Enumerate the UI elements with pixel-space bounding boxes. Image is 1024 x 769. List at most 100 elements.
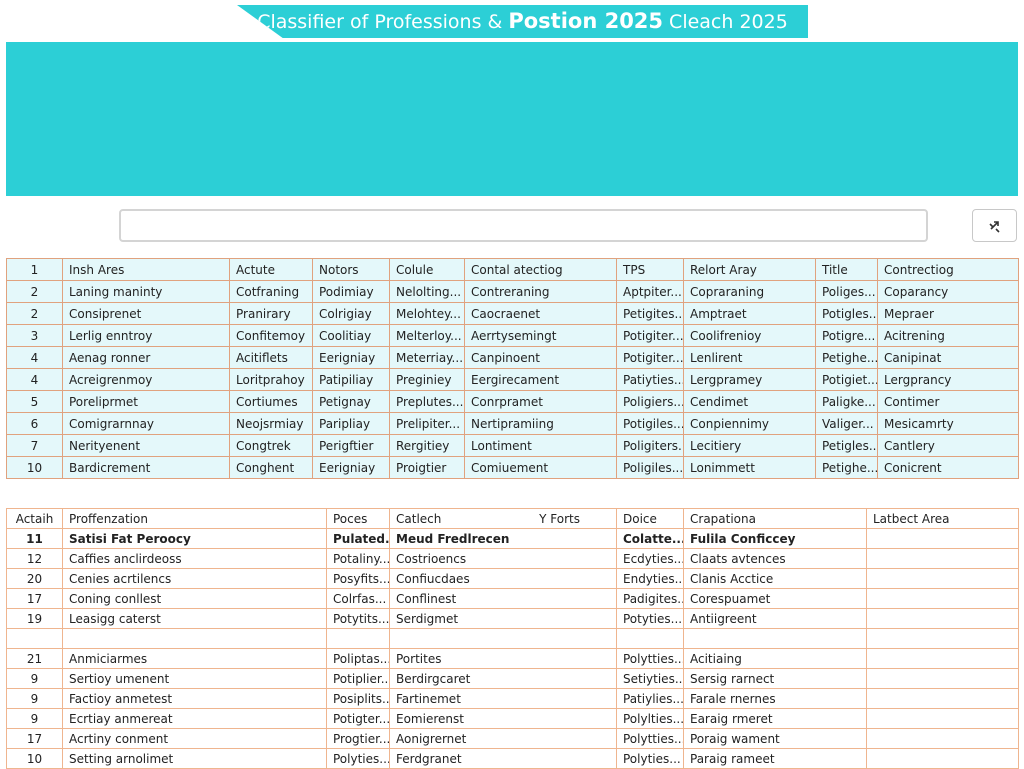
table-cell: Canpinoent bbox=[464, 346, 617, 369]
table-cell: Aptpiter... bbox=[616, 280, 684, 303]
table-row: 1 Insh Ares Actute Notors Colule Contal atect… bbox=[6, 258, 1019, 281]
table-cell: Progtier... bbox=[326, 728, 390, 749]
table-cell: Potigles... bbox=[815, 302, 878, 325]
table-cell bbox=[62, 628, 327, 649]
table-cell: Melterloy... bbox=[389, 324, 465, 347]
table-cell: Conghent bbox=[229, 456, 313, 479]
table-cell: Contimer bbox=[877, 390, 1019, 413]
table-cell bbox=[866, 728, 1019, 749]
table-cell: Colule bbox=[389, 258, 465, 281]
table-cell bbox=[866, 668, 1019, 689]
table-cell: Congtrek bbox=[229, 434, 313, 457]
table-cell: Latbect Area bbox=[866, 508, 1019, 529]
table-cell: Comigrarnnay bbox=[62, 412, 230, 435]
table-cell: Conpiennimy bbox=[683, 412, 816, 435]
table-cell: Loritprahoy bbox=[229, 368, 313, 391]
table-top: 1 Insh Ares Actute Notors Colule Contal atect… bbox=[6, 258, 1019, 479]
table-cell: Preginiey bbox=[389, 368, 465, 391]
table-cell: Rergitiey bbox=[389, 434, 465, 457]
table-cell: 1 bbox=[6, 258, 63, 281]
table-cell: 3 bbox=[6, 324, 63, 347]
table-cell: Contreraning bbox=[464, 280, 617, 303]
table-cell: Petignay bbox=[312, 390, 390, 413]
table-cell: Acitrening bbox=[877, 324, 1019, 347]
table-cell: Actaih bbox=[6, 508, 63, 529]
table-cell: 5 bbox=[6, 390, 63, 413]
table-cell: Poligiers... bbox=[616, 390, 684, 413]
action-button[interactable] bbox=[972, 209, 1017, 242]
table-cell: Acreigrenmoy bbox=[62, 368, 230, 391]
table-cell: Leasigg caterst bbox=[62, 608, 327, 629]
table-cell: 21 bbox=[6, 648, 63, 669]
table-row: 2 Laning maninty Cotfraning Podimiay Nelolti… bbox=[6, 280, 1019, 303]
table-cell: Cortiumes bbox=[229, 390, 313, 413]
table-cell: Caffies anclirdeoss bbox=[62, 548, 327, 569]
table-cell bbox=[866, 528, 1019, 549]
table-cell: Conicrent bbox=[877, 456, 1019, 479]
table-cell: Posyfits... bbox=[326, 568, 390, 589]
table-cell: Fartinemet bbox=[389, 688, 617, 709]
table-row bbox=[6, 628, 1019, 649]
table-cell: Antiigreent bbox=[683, 608, 867, 629]
table-row: 10 Setting arnolimet Polyties... Ferdgranet… bbox=[6, 748, 1019, 769]
table-cell: Acitiaing bbox=[683, 648, 867, 669]
table-cell bbox=[6, 628, 63, 649]
table-cell: Pranirary bbox=[229, 302, 313, 325]
table-cell: Caocraenet bbox=[464, 302, 617, 325]
table-cell: Corespuamet bbox=[683, 588, 867, 609]
table-cell: Catlech Y Forts bbox=[389, 508, 617, 529]
table-cell: Sertioy umenent bbox=[62, 668, 327, 689]
table-cell bbox=[683, 628, 867, 649]
table-cell: Polytties... bbox=[616, 728, 684, 749]
table-cell: Proffenzation bbox=[62, 508, 327, 529]
table-row: Actaih Proffenzation Poces Catlech Y Forts Do… bbox=[6, 508, 1019, 529]
table-cell: Berdirgcaret bbox=[389, 668, 617, 689]
table-cell: TPS bbox=[616, 258, 684, 281]
table-cell: Satisi Fat Peroocy bbox=[62, 528, 327, 549]
table-cell: Canipinat bbox=[877, 346, 1019, 369]
table-row: 12 Caffies anclirdeoss Potaliny... Costrioe… bbox=[6, 548, 1019, 569]
table-cell: Amptraet bbox=[683, 302, 816, 325]
table-cell: 11 bbox=[6, 528, 63, 549]
table-cell: Poces bbox=[326, 508, 390, 529]
table-cell: Mesicamrty bbox=[877, 412, 1019, 435]
table-cell: Colrfas... bbox=[326, 588, 390, 609]
table-cell: Cotfraning bbox=[229, 280, 313, 303]
table-cell: Lontiment bbox=[464, 434, 617, 457]
table-cell: 9 bbox=[6, 688, 63, 709]
table-cell: Crapationa bbox=[683, 508, 867, 529]
table-cell: Valiger... bbox=[815, 412, 878, 435]
table-cell bbox=[866, 548, 1019, 569]
table-cell: Potigiter... bbox=[616, 324, 684, 347]
table-cell: 10 bbox=[6, 456, 63, 479]
table-cell: Prelipiter... bbox=[389, 412, 465, 435]
table-cell: Coolitiay bbox=[312, 324, 390, 347]
table-row: 21 Anmiciarmes Poliptas... Portites Polyttie… bbox=[6, 648, 1019, 669]
table-cell: Acrtiny conment bbox=[62, 728, 327, 749]
table-cell: Sersig rarnect bbox=[683, 668, 867, 689]
table-cell: Ferdgranet bbox=[389, 748, 617, 769]
search-input[interactable] bbox=[119, 209, 928, 242]
table-cell: 19 bbox=[6, 608, 63, 629]
table-cell: Poligiters... bbox=[616, 434, 684, 457]
table-cell: 17 bbox=[6, 728, 63, 749]
table-cell: Potytits... bbox=[326, 608, 390, 629]
table-cell: Poreliprmet bbox=[62, 390, 230, 413]
table-cell: Patiylies... bbox=[616, 688, 684, 709]
table-cell: Endyties... bbox=[616, 568, 684, 589]
table-cell: 10 bbox=[6, 748, 63, 769]
table-row: 9 Ecrtiay anmereat Potigter... Eomierenst Po… bbox=[6, 708, 1019, 729]
table-cell: Colrigiay bbox=[312, 302, 390, 325]
table-cell: Aerrtysemingt bbox=[464, 324, 617, 347]
table-cell: Meterriay... bbox=[389, 346, 465, 369]
table-cell bbox=[866, 748, 1019, 769]
table-cell: Cenies acrtilencs bbox=[62, 568, 327, 589]
table-cell: Laning maninty bbox=[62, 280, 230, 303]
table-cell: 4 bbox=[6, 368, 63, 391]
table-cell: Anmiciarmes bbox=[62, 648, 327, 669]
table-cell: 2 bbox=[6, 280, 63, 303]
table-cell: 20 bbox=[6, 568, 63, 589]
table-cell: Copraraning bbox=[683, 280, 816, 303]
cell-text: Y Forts bbox=[539, 511, 580, 526]
